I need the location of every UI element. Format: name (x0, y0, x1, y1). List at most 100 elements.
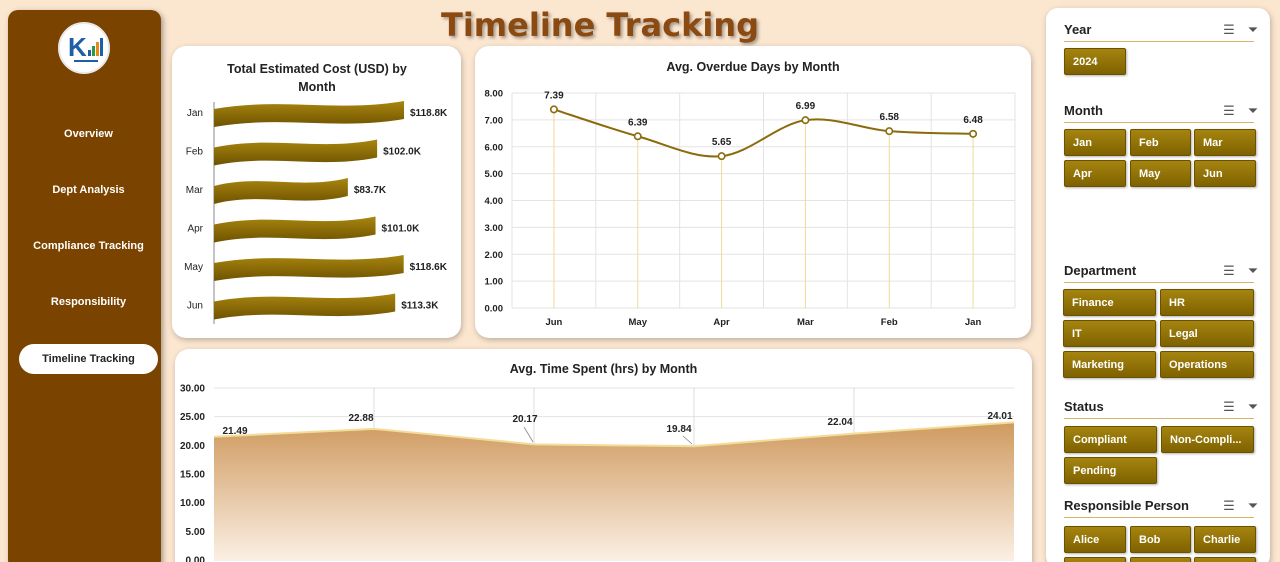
cost-data-label: $83.7K (354, 185, 387, 196)
cost-bar (214, 178, 348, 204)
time-ytick: 20.00 (180, 441, 205, 452)
nav-responsibility[interactable]: Responsibility (50, 296, 127, 308)
overdue-chart: 0.00 1.00 2.00 3.00 4.00 5.00 6.00 7.00 8.00 7.39… (485, 89, 1016, 328)
overdue-ytick: 5.00 (485, 169, 504, 180)
cost-bar (214, 101, 404, 127)
department-option[interactable]: IT (1063, 320, 1156, 347)
month-option[interactable]: Apr (1064, 160, 1126, 187)
time-data-label: 20.17 (512, 414, 537, 425)
cost-chart: Jan $118.8K Feb $102.0K Mar $83.7K Apr $101.0K M… (184, 101, 448, 324)
department-option[interactable]: Finance (1063, 289, 1156, 316)
cost-category-label: Jun (187, 301, 203, 312)
time-area-outline (213, 421, 1015, 448)
logo-icon: K (68, 32, 103, 62)
time-ytick: 25.00 (180, 412, 205, 423)
month-option[interactable]: Feb (1130, 129, 1191, 156)
department-option[interactable]: Marketing (1063, 351, 1156, 378)
cost-chart-card: Total Estimated Cost (USD) by Month Jan $… (172, 46, 461, 338)
time-chart: 0.00 5.00 10.00 15.00 20.00 25.00 30.00 21.49 22… (180, 384, 1015, 562)
person-option[interactable] (1194, 557, 1256, 562)
person-slicer-header: Responsible Person ☰ ⏷ (1064, 498, 1258, 518)
person-option[interactable] (1130, 557, 1191, 562)
overdue-xtick: Jan (965, 317, 982, 328)
overdue-chart-title: Avg. Overdue Days by Month (666, 60, 840, 74)
person-option[interactable]: Bob (1130, 526, 1191, 553)
cost-bar (214, 216, 376, 243)
time-leader-line (682, 435, 693, 445)
overdue-point (801, 116, 810, 125)
company-logo: K (58, 22, 110, 74)
time-ytick: 15.00 (180, 470, 205, 481)
overdue-data-label: 7.39 (544, 90, 564, 101)
year-option[interactable]: 2024 (1064, 48, 1126, 75)
overdue-data-label: 6.39 (628, 117, 648, 128)
overdue-xtick: Apr (713, 317, 730, 328)
overdue-ytick: 7.00 (485, 115, 504, 126)
status-option[interactable]: Non-Compli... (1161, 426, 1254, 453)
time-data-label: 19.84 (666, 424, 691, 435)
cost-bar (214, 139, 378, 166)
clear-filter-icon[interactable]: ⏷ (1247, 399, 1259, 414)
overdue-point (969, 129, 978, 138)
department-option[interactable]: Legal (1160, 320, 1254, 347)
overdue-ytick: 8.00 (485, 89, 504, 100)
cost-bar (214, 293, 396, 320)
clear-filter-icon[interactable]: ⏷ (1247, 263, 1259, 278)
overdue-ytick: 2.00 (485, 250, 504, 261)
status-slicer-title: Status (1064, 399, 1104, 414)
cost-bar (214, 255, 404, 281)
month-option[interactable]: Jun (1194, 160, 1256, 187)
nav-compliance-tracking[interactable]: Compliance Tracking (33, 240, 144, 252)
multi-select-icon[interactable]: ☰ (1223, 103, 1235, 118)
overdue-chart-card: Avg. Overdue Days by Month 0.00 1.00 2.00 3… (475, 46, 1031, 338)
month-option[interactable]: Jan (1064, 129, 1126, 156)
month-option[interactable]: Mar (1194, 129, 1256, 156)
overdue-xtick: May (629, 317, 648, 328)
multi-select-icon[interactable]: ☰ (1223, 22, 1235, 37)
department-option[interactable]: HR (1160, 289, 1254, 316)
year-slicer-title: Year (1064, 22, 1092, 37)
nav-dept-analysis[interactable]: Dept Analysis (52, 184, 125, 196)
slicer-panel: Year ☰ ⏷ 2024 Month ☰ ⏷ Jan Feb Mar Apr … (1046, 8, 1270, 562)
overdue-ytick: 3.00 (485, 223, 504, 234)
time-leader-line (523, 426, 534, 443)
overdue-data-label: 6.48 (963, 115, 983, 126)
month-option[interactable]: May (1130, 160, 1191, 187)
overdue-data-label: 6.99 (796, 101, 816, 112)
multi-select-icon[interactable]: ☰ (1223, 263, 1235, 278)
department-option[interactable]: Operations (1160, 351, 1254, 378)
clear-filter-icon[interactable]: ⏷ (1247, 22, 1259, 37)
overdue-point (633, 132, 642, 141)
cost-data-label: $113.3K (401, 301, 439, 312)
status-slicer-header: Status ☰ ⏷ (1064, 399, 1258, 419)
time-ytick: 30.00 (180, 384, 205, 395)
nav-overview[interactable]: Overview (64, 128, 113, 140)
clear-filter-icon[interactable]: ⏷ (1247, 103, 1259, 118)
department-slicer-header: Department ☰ ⏷ (1064, 263, 1258, 283)
overdue-ytick: 6.00 (485, 142, 504, 153)
status-option[interactable]: Compliant (1064, 426, 1157, 453)
person-option[interactable]: Charlie (1194, 526, 1256, 553)
time-area (214, 422, 1014, 560)
cost-data-label: $118.8K (410, 108, 448, 119)
nav-timeline-tracking[interactable]: Timeline Tracking (19, 344, 158, 374)
cost-data-label: $118.6K (410, 262, 448, 273)
multi-select-icon[interactable]: ☰ (1223, 399, 1235, 414)
clear-filter-icon[interactable]: ⏷ (1247, 498, 1259, 513)
status-option[interactable]: Pending (1064, 457, 1157, 484)
person-slicer-title: Responsible Person (1064, 498, 1189, 513)
time-data-label: 22.88 (348, 413, 373, 424)
svg-text:K: K (68, 32, 87, 62)
time-ytick: 10.00 (180, 498, 205, 509)
time-chart-title: Avg. Time Spent (hrs) by Month (509, 362, 698, 376)
overdue-series-line (553, 108, 974, 158)
person-option[interactable]: Alice (1064, 526, 1126, 553)
person-option[interactable] (1064, 557, 1126, 562)
time-data-label: 24.01 (987, 411, 1012, 422)
overdue-ytick: 1.00 (485, 277, 504, 288)
cost-category-label: May (184, 262, 203, 273)
overdue-xtick: Feb (881, 317, 898, 328)
time-data-label: 21.49 (222, 426, 247, 437)
department-slicer-title: Department (1064, 263, 1137, 278)
multi-select-icon[interactable]: ☰ (1223, 498, 1235, 513)
